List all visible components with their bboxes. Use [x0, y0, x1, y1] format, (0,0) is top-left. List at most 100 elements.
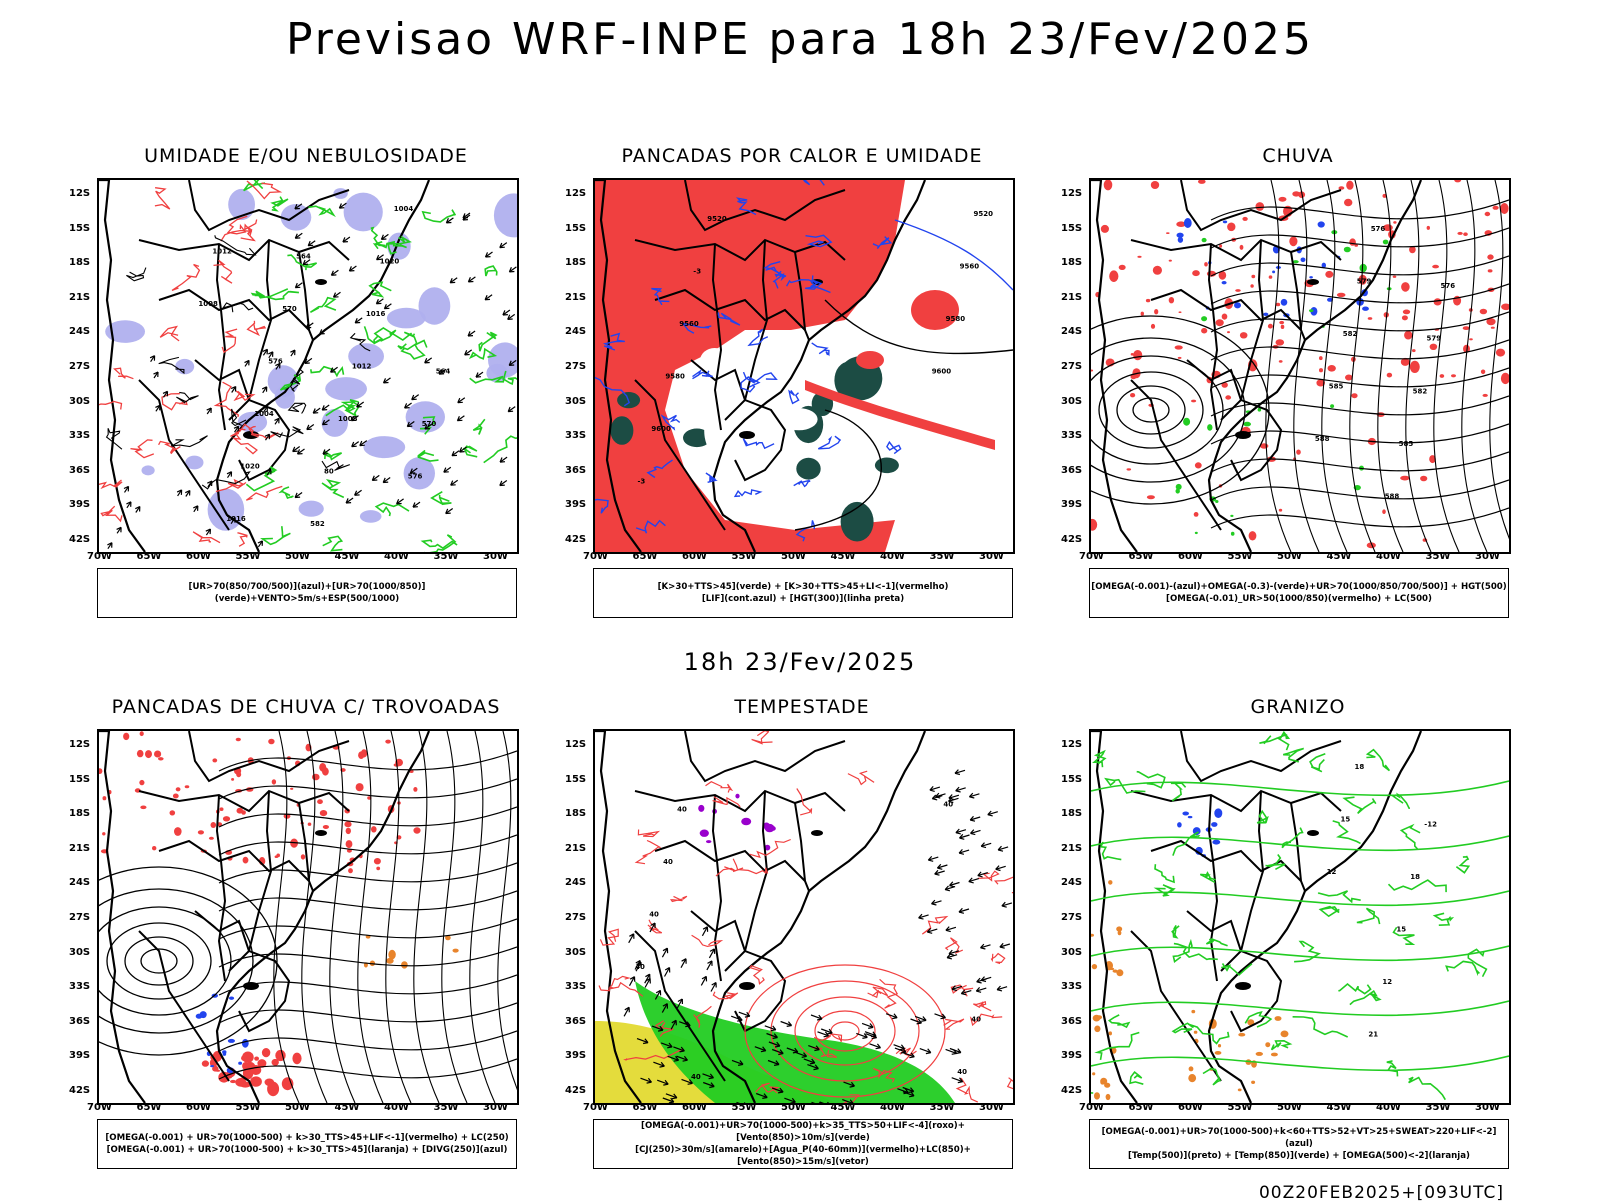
contour-label: 564 — [436, 368, 451, 376]
map-plot-umidade: 1008 1012 1016 1020 1004 576 570 564 582 80 1008 10… — [99, 180, 517, 552]
panel-title-trovoadas: PANCADAS DE CHUVA C/ TROVOADAS — [111, 696, 501, 718]
lon-tick-label: 35W — [433, 551, 459, 562]
contour-label: -3 — [638, 477, 646, 485]
lon-tick-label: 60W — [1178, 551, 1203, 562]
contour-label: 12 — [1382, 978, 1392, 986]
lat-tick-label: 21S — [69, 842, 91, 854]
lon-tick-label: 30W — [1475, 1102, 1500, 1113]
legend-line: [LIF](cont.azul) + [HGT(300)](linha pret… — [701, 594, 905, 604]
lon-tick-label: 40W — [880, 1102, 905, 1113]
lat-tick-label: 18S — [1061, 257, 1083, 269]
lon-tick-label: 45W — [334, 1102, 360, 1113]
contour-label: 1016 — [366, 310, 386, 318]
contour-label: 1008 — [338, 415, 358, 423]
legend-line: [OMEGA(-0.01)_UR>50(1000/850)(vermelho) … — [1166, 594, 1432, 604]
lat-tick-label: 33S — [565, 430, 587, 442]
lon-tick-label: 40W — [880, 551, 905, 562]
lat-tick-label: 15S — [565, 222, 587, 234]
lon-tick-label: 65W — [1128, 1102, 1154, 1113]
map-tempestade: 40 40 40 40 40 40 40 40 — [593, 729, 1015, 1105]
contour-label: 9580 — [665, 372, 685, 380]
contour-label: 570 — [282, 305, 297, 313]
contour-label: 582 — [1343, 330, 1358, 338]
lon-tick-label: 70W — [87, 1102, 112, 1113]
legend-tempestade: [OMEGA(-0.001)+UR>70(1000-500)+k>35_TTS>… — [593, 1119, 1013, 1169]
contour-label: 40 — [943, 801, 953, 809]
legend-line: [OMEGA(-0.001)+UR>70(1000-500)+k>35_TTS>… — [641, 1121, 965, 1143]
contour-label: 576 — [268, 358, 283, 366]
lat-tick-label: 21S — [565, 291, 587, 303]
contour-label: 18 — [1355, 763, 1365, 771]
contour-label: 1012 — [212, 248, 232, 256]
lat-tick-label: 39S — [565, 1050, 587, 1062]
lon-tick-label: 45W — [1326, 551, 1352, 562]
contour-label: 585 — [1399, 440, 1414, 448]
lat-tick-label: 24S — [1061, 326, 1083, 338]
lat-tick-label: 36S — [1061, 464, 1083, 476]
lon-tick-label: 55W — [731, 1102, 757, 1113]
contour-label: 40 — [663, 858, 673, 866]
map-plot-pancadas-calor: 9600 9580 9560 9520 -3 9600 9580 9560 -3 9520 — [595, 180, 1013, 552]
lat-tick-label: 39S — [1061, 1050, 1083, 1062]
lat-tick-label: 39S — [69, 1050, 91, 1062]
lat-tick-label: 18S — [1061, 808, 1083, 820]
contour-label: 40 — [691, 1073, 701, 1081]
lat-tick-label: 24S — [565, 326, 587, 338]
panel-title-tempestade: TEMPESTADE — [734, 696, 870, 718]
lat-tick-label: 36S — [69, 464, 91, 476]
lon-tick-label: 55W — [1227, 551, 1253, 562]
lat-tick-label: 21S — [1061, 842, 1083, 854]
lat-tick-label: 36S — [69, 1015, 91, 1027]
contour-label: 9560 — [960, 263, 980, 271]
contour-label: 12 — [1327, 868, 1337, 876]
lon-tick-label: 40W — [1376, 551, 1401, 562]
legend-line: [UR>70(850/700/500)](azul)+[UR>70(1000/8… — [188, 582, 426, 604]
lon-tick-label: 70W — [583, 551, 608, 562]
lon-tick-label: 60W — [1178, 1102, 1203, 1113]
lat-tick-label: 18S — [565, 257, 587, 269]
contour-label: 582 — [1413, 387, 1428, 395]
lon-tick-label: 45W — [830, 551, 856, 562]
lat-tick-label: 24S — [69, 326, 91, 338]
legend-line: [OMEGA(-0.001) + UR>70(1000-500) + k>30_… — [105, 1133, 509, 1143]
contour-label: 588 — [1315, 435, 1330, 443]
contour-label: 40 — [677, 806, 687, 814]
run-timestamp: 00Z20FEB2025+[093UTC] — [1258, 1183, 1504, 1203]
contour-label: 9580 — [946, 315, 966, 323]
lat-tick-label: 30S — [1061, 395, 1083, 407]
lat-tick-label: 36S — [565, 464, 587, 476]
legend-chuva: [OMEGA(-0.001)-(azul)+OMEGA(-0.3)-(verde… — [1089, 568, 1509, 618]
lon-tick-label: 35W — [433, 1102, 459, 1113]
lat-tick-label: 30S — [69, 395, 91, 407]
legend-line: [CJ(250)>30m/s](amarelo)+[Agua_P(40-60mm… — [635, 1145, 971, 1167]
lat-tick-label: 21S — [1061, 291, 1083, 303]
lon-tick-label: 45W — [830, 1102, 856, 1113]
lat-tick-label: 12S — [565, 188, 587, 199]
lon-tick-label: 65W — [136, 1102, 162, 1113]
contour-label: 40 — [649, 911, 659, 919]
lat-tick-label: 30S — [1061, 946, 1083, 958]
contour-label: 15 — [1341, 815, 1351, 823]
lat-tick-label: 42S — [565, 534, 587, 545]
lat-tick-label: 33S — [69, 981, 91, 993]
lat-tick-label: 39S — [565, 499, 587, 511]
lat-tick-label: 12S — [1061, 739, 1083, 750]
lat-tick-label: 15S — [565, 773, 587, 785]
lat-tick-label: 39S — [69, 499, 91, 511]
contour-label: 80 — [324, 468, 334, 476]
contour-label: 9560 — [679, 320, 699, 328]
contour-label: 1008 — [198, 300, 218, 308]
contour-label: 564 — [296, 253, 311, 261]
lat-tick-label: 12S — [565, 739, 587, 750]
lon-tick-label: 55W — [235, 1102, 261, 1113]
contour-label: 40 — [635, 963, 645, 971]
map-pancadas-calor: 9600 9580 9560 9520 -3 9600 9580 9560 -3 9520 — [593, 178, 1015, 554]
lat-tick-label: 21S — [565, 842, 587, 854]
lon-tick-label: 50W — [1277, 1102, 1302, 1113]
lon-tick-label: 50W — [285, 1102, 310, 1113]
contour-label: -3 — [693, 267, 701, 275]
lon-tick-label: 60W — [186, 551, 211, 562]
lat-tick-label: 33S — [565, 981, 587, 993]
lat-tick-label: 27S — [565, 912, 587, 923]
lon-tick-label: 45W — [334, 551, 360, 562]
